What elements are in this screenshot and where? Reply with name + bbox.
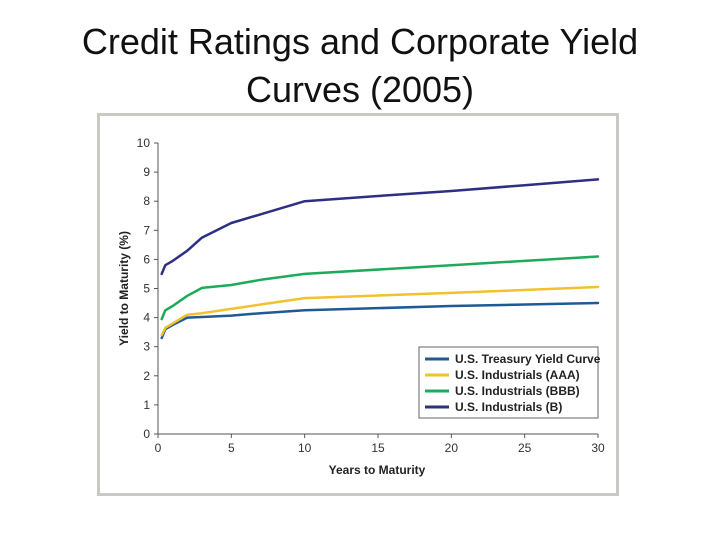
x-tick-label: 0	[155, 441, 162, 455]
y-tick-label: 5	[143, 282, 150, 296]
x-tick-label: 10	[298, 441, 312, 455]
slide-title: Credit Ratings and Corporate Yield Curve…	[0, 18, 720, 114]
y-tick-label: 9	[143, 165, 150, 179]
x-tick-label: 25	[518, 441, 532, 455]
y-tick-label: 8	[143, 194, 150, 208]
x-tick-label: 15	[371, 441, 385, 455]
x-axis-label: Years to Maturity	[329, 463, 426, 477]
y-tick-label: 4	[143, 311, 150, 325]
series-lines	[160, 178, 600, 340]
y-tick-label: 6	[143, 252, 150, 266]
slide-title-line1: Credit Ratings and Corporate Yield	[81, 21, 639, 62]
series-line-2	[160, 255, 600, 321]
y-tick-label: 2	[143, 369, 150, 383]
y-tick-label: 3	[143, 340, 150, 354]
legend-label-0: U.S. Treasury Yield Curve	[455, 352, 601, 366]
chart-legend: U.S. Treasury Yield Curve U.S. Industrial…	[418, 346, 601, 419]
y-tick-label: 10	[137, 136, 151, 150]
chart-axes: 0 1 2 3 4 5 6 7 8 9 10 0 5 10 15 20 25 30 Years to Maturit…	[117, 136, 605, 477]
x-tick-label: 30	[591, 441, 605, 455]
series-line-1	[160, 285, 600, 337]
slide-title-line2: Curves (2005)	[245, 69, 475, 110]
y-axis-label: Yield to Maturity (%)	[117, 231, 131, 346]
legend-label-2: U.S. Industrials (BBB)	[455, 384, 580, 398]
y-tick-label: 1	[143, 398, 150, 412]
y-tick-label: 0	[143, 427, 150, 441]
series-line-3	[160, 178, 600, 276]
y-tick-label: 7	[143, 223, 150, 237]
legend-label-1: U.S. Industrials (AAA)	[455, 368, 580, 382]
legend-label-3: U.S. Industrials (B)	[455, 400, 562, 414]
x-tick-label: 20	[445, 441, 459, 455]
x-tick-label: 5	[228, 441, 235, 455]
